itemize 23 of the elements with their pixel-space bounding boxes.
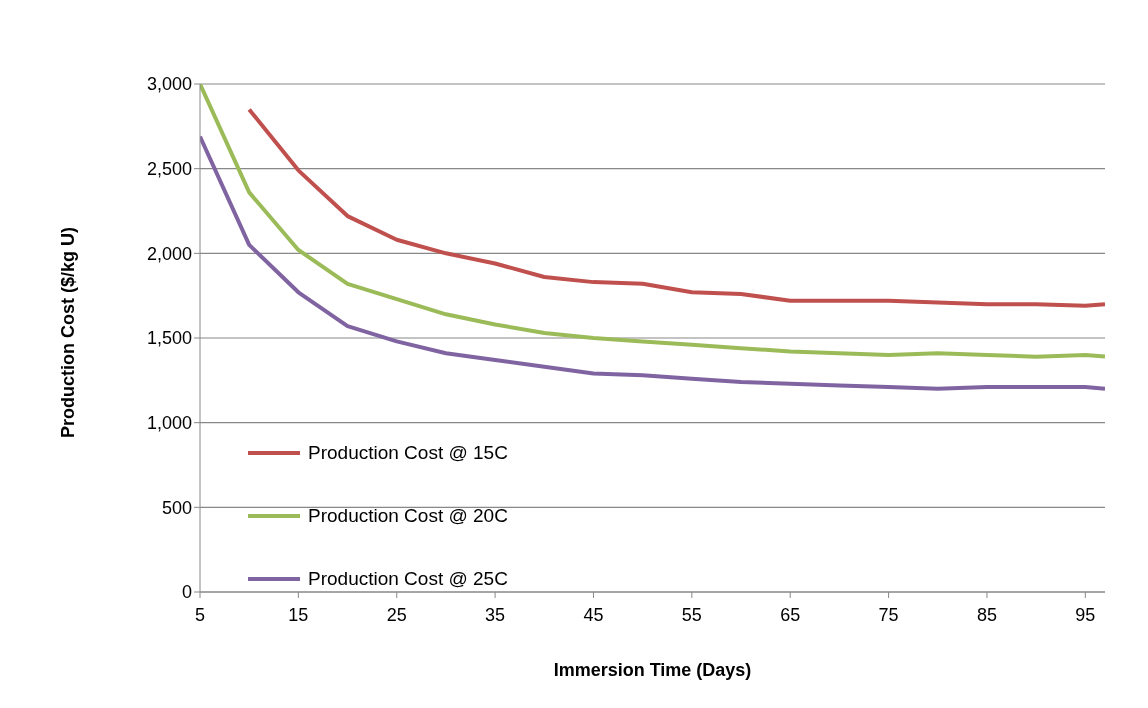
line-series (247, 107, 1105, 308)
y-tick-label: 2,000 (146, 243, 192, 264)
legend-label: Production Cost @ 15C (308, 441, 508, 464)
legend-label: Production Cost @ 25C (308, 567, 508, 590)
x-tick-label: 55 (681, 604, 702, 625)
x-tick-label: 75 (878, 604, 899, 625)
x-tick-label: 15 (288, 604, 309, 625)
y-tick-label: 1,000 (146, 413, 192, 434)
y-tick-label: 3,000 (146, 74, 192, 95)
y-axis-title: Production Cost ($/kg U) (58, 227, 79, 438)
x-tick-label: 45 (583, 604, 604, 625)
y-tick-label: 1,500 (146, 328, 192, 349)
y-tick-label: 500 (161, 497, 192, 518)
y-tick-label: 2,500 (146, 159, 192, 180)
x-tick-label: 25 (386, 604, 407, 625)
x-tick-label: 95 (1075, 604, 1096, 625)
x-tick-label: 65 (780, 604, 801, 625)
x-axis-title: Immersion Time (Days) (553, 660, 752, 680)
x-tick-label: 85 (976, 604, 997, 625)
legend-label: Production Cost @ 20C (308, 504, 508, 527)
x-tick-label: 35 (485, 604, 506, 625)
y-tick-label: 0 (181, 582, 192, 603)
x-tick-label: 5 (194, 604, 206, 625)
